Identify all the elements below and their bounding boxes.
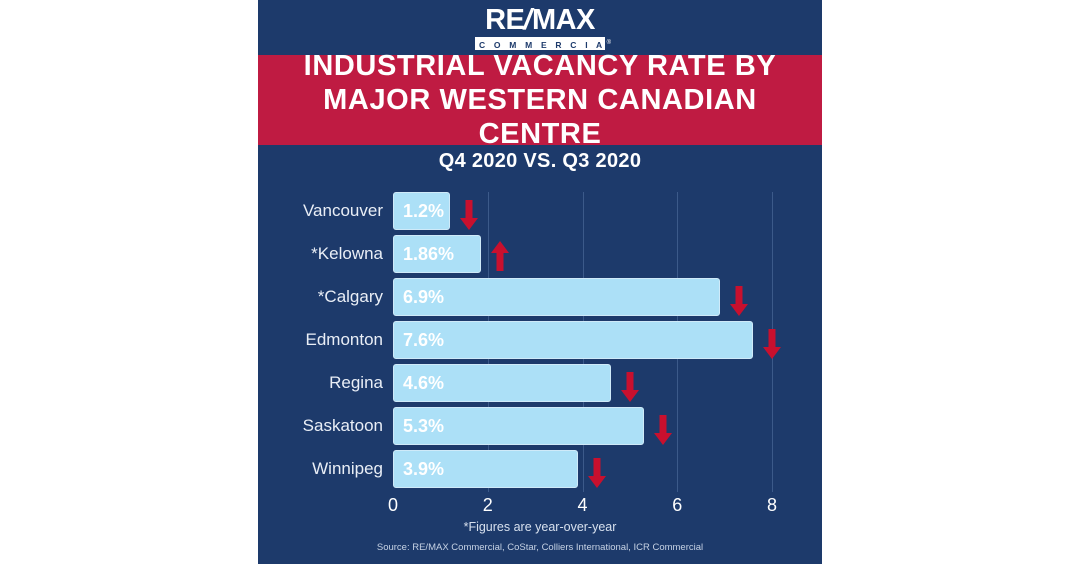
page-title: INDUSTRIAL VACANCY RATE BY MAJOR WESTERN… bbox=[303, 50, 777, 150]
bar-kelowna bbox=[393, 235, 482, 273]
category-label: *Kelowna bbox=[311, 244, 383, 263]
category-label: Winnipeg bbox=[312, 459, 383, 478]
category-label: Edmonton bbox=[305, 330, 384, 349]
bar-edmonton bbox=[393, 321, 754, 359]
bar-vancouver bbox=[393, 192, 450, 230]
category-label: *Calgary bbox=[317, 287, 383, 306]
bar-value-label: 1.86% bbox=[403, 244, 455, 264]
bar-row: *Calgary 6.9% bbox=[318, 278, 772, 321]
chart-footnote: *Figures are year-over-year bbox=[463, 520, 617, 534]
bar-value-label: 6.9% bbox=[403, 287, 445, 307]
x-tick-label: 2 bbox=[482, 495, 493, 515]
x-tick-label: 6 bbox=[672, 495, 683, 515]
bar-value-label: 7.6% bbox=[403, 330, 445, 350]
x-axis: 0 2 4 6 8 bbox=[388, 494, 777, 518]
plot-area: Vancouver 1.2% *Kelowna 1.86% *Calgary 6.9% Ed… bbox=[303, 192, 782, 493]
logo-text-re: RE bbox=[485, 4, 525, 36]
chart-source: Source: RE/MAX Commercial, CoStar, Colli… bbox=[376, 542, 704, 553]
category-label: Vancouver bbox=[302, 201, 383, 220]
logo-header: RE/MAX C O M M E R C I A L ® bbox=[258, 0, 822, 55]
logo-division-text: C O M M E R C I A L bbox=[479, 40, 619, 50]
bar-calgary bbox=[393, 278, 720, 316]
bar-regina bbox=[393, 364, 611, 402]
trend-arrow-down-icon bbox=[587, 455, 607, 489]
bar-saskatoon bbox=[393, 407, 645, 445]
bar-row: *Kelowna 1.86% bbox=[311, 235, 772, 278]
bar-row: Winnipeg 3.9% bbox=[312, 450, 772, 493]
category-label: Regina bbox=[329, 373, 383, 392]
trend-arrow-down-icon bbox=[459, 197, 479, 231]
bar-value-label: 1.2% bbox=[403, 201, 445, 221]
remax-wordmark: RE/MAX bbox=[471, 4, 609, 36]
trend-arrow-up-icon bbox=[490, 240, 510, 274]
x-tick-label: 0 bbox=[387, 495, 399, 515]
registered-trademark-icon: ® bbox=[606, 40, 611, 46]
bar-value-label: 4.6% bbox=[403, 373, 445, 393]
trend-arrow-down-icon bbox=[762, 326, 782, 360]
category-label: Saskatoon bbox=[302, 416, 383, 435]
bar-rows: Vancouver 1.2% *Kelowna 1.86% *Calgary 6.9% Ed… bbox=[303, 192, 782, 493]
bar-row: Edmonton 7.6% bbox=[306, 321, 782, 364]
trend-arrow-down-icon bbox=[653, 412, 673, 446]
remax-commercial-logo: RE/MAX C O M M E R C I A L ® bbox=[471, 4, 616, 50]
bar-row: Regina 4.6% bbox=[329, 364, 772, 407]
logo-division-bar: C O M M E R C I A L ® bbox=[475, 37, 616, 50]
x-tick-label: 4 bbox=[577, 495, 588, 515]
bar-row: Saskatoon 5.3% bbox=[303, 407, 772, 450]
bar-winnipeg bbox=[393, 450, 578, 488]
trend-arrow-down-icon bbox=[620, 369, 640, 403]
infographic-poster: RE/MAX C O M M E R C I A L ® INDUSTRIAL … bbox=[258, 0, 822, 564]
bar-value-label: 5.3% bbox=[403, 416, 445, 436]
x-tick-label: 8 bbox=[766, 495, 778, 515]
headline-band: INDUSTRIAL VACANCY RATE BY MAJOR WESTERN… bbox=[258, 50, 822, 150]
bar-value-label: 3.9% bbox=[403, 459, 445, 479]
logo-text-max: MAX bbox=[531, 4, 595, 36]
bar-chart: Vancouver 1.2% *Kelowna 1.86% *Calgary 6.9% Ed… bbox=[258, 188, 822, 515]
bar-row: Vancouver 1.2% bbox=[303, 192, 772, 235]
chart-subtitle: Q4 2020 VS. Q3 2020 bbox=[438, 150, 642, 172]
trend-arrow-down-icon bbox=[729, 283, 749, 317]
